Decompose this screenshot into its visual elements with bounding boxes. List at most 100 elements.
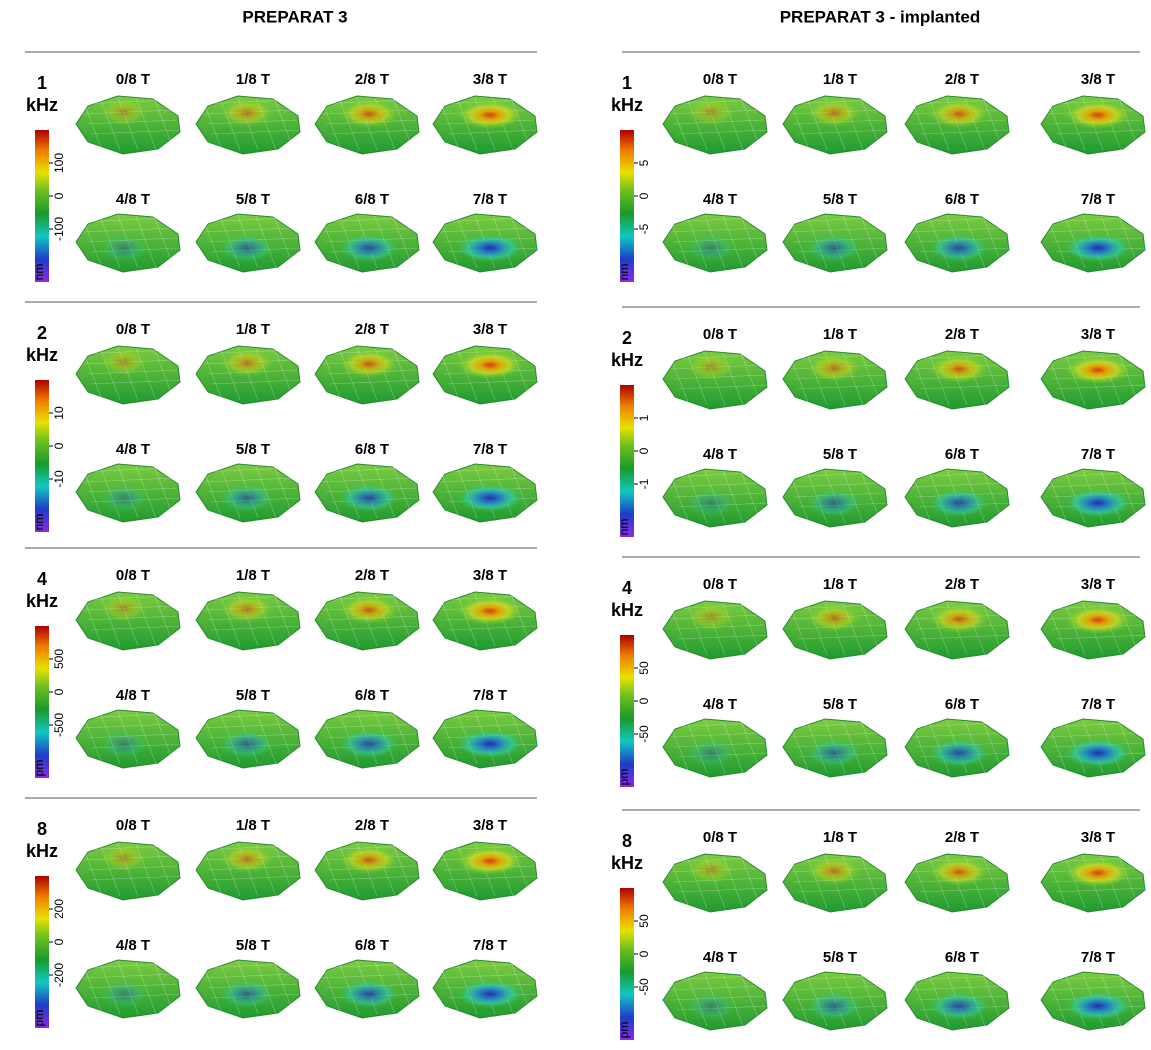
phase-label: 4/8 T bbox=[703, 696, 737, 713]
colorbar-unit: pm bbox=[32, 1010, 46, 1027]
mesh-line bbox=[75, 90, 165, 94]
phase-label: 3/8 T bbox=[1081, 326, 1115, 343]
surface-plot bbox=[75, 954, 181, 1018]
mesh-line bbox=[904, 848, 994, 852]
colorbar-tick-label: 100 bbox=[52, 153, 66, 173]
colorbar-tick-label: 1 bbox=[637, 414, 651, 421]
mesh-line bbox=[195, 340, 285, 344]
colorbar-unit: nm bbox=[32, 264, 46, 281]
frequency-unit: kHz bbox=[611, 95, 643, 115]
surface-plot bbox=[662, 345, 768, 409]
phase-label: 0/8 T bbox=[703, 829, 737, 846]
surface-blob bbox=[100, 348, 148, 376]
phase-label: 4/8 T bbox=[116, 441, 150, 458]
surface-blob bbox=[220, 349, 274, 377]
phase-label: 2/8 T bbox=[945, 576, 979, 593]
mesh-line bbox=[195, 90, 285, 94]
phase-label: 5/8 T bbox=[823, 446, 857, 463]
mesh-line bbox=[662, 848, 752, 852]
mesh-line bbox=[314, 836, 404, 840]
mesh-line bbox=[1040, 345, 1130, 349]
mesh-line bbox=[195, 836, 285, 840]
mesh-line bbox=[904, 90, 994, 94]
surface-blob bbox=[1065, 489, 1131, 517]
mesh-line bbox=[782, 208, 872, 212]
phase-label: 6/8 T bbox=[355, 687, 389, 704]
colorbar-tick-label: -200 bbox=[52, 963, 66, 987]
surface-blob bbox=[807, 604, 861, 632]
phase-label: 7/8 T bbox=[1081, 949, 1115, 966]
surface-blob bbox=[1065, 606, 1131, 634]
phase-label: 4/8 T bbox=[116, 687, 150, 704]
surface-plot bbox=[662, 463, 768, 527]
surface-plot bbox=[904, 713, 1010, 777]
surface-plot bbox=[904, 595, 1010, 659]
mesh-line bbox=[1040, 848, 1130, 852]
mesh-line bbox=[195, 954, 285, 958]
mesh-line bbox=[662, 966, 752, 970]
surface-plot bbox=[195, 208, 301, 272]
mesh-line bbox=[1040, 713, 1130, 717]
colorbar-tick-label: -100 bbox=[52, 217, 66, 241]
colorbar-tick-label: -10 bbox=[52, 470, 66, 488]
phase-label: 0/8 T bbox=[703, 576, 737, 593]
colorbar-tick-label: 0 bbox=[637, 447, 651, 454]
phase-label: 7/8 T bbox=[1081, 696, 1115, 713]
mesh-line bbox=[432, 704, 522, 708]
phase-label: 7/8 T bbox=[473, 937, 507, 954]
phase-label: 0/8 T bbox=[116, 321, 150, 338]
mesh-line bbox=[662, 713, 752, 717]
surface-blob bbox=[687, 603, 735, 631]
phase-label: 1/8 T bbox=[823, 71, 857, 88]
surface-blob bbox=[339, 596, 399, 624]
mesh-line bbox=[195, 208, 285, 212]
surface-plot bbox=[1040, 90, 1146, 154]
colorbar bbox=[620, 635, 634, 787]
surface-plot bbox=[782, 966, 888, 1030]
mesh-line bbox=[904, 345, 994, 349]
phase-label: 6/8 T bbox=[355, 937, 389, 954]
surface-plot bbox=[782, 595, 888, 659]
surface-plot bbox=[904, 848, 1010, 912]
mesh-line bbox=[782, 713, 872, 717]
phase-label: 4/8 T bbox=[703, 949, 737, 966]
mesh-line bbox=[75, 836, 165, 840]
surface-plot bbox=[314, 704, 420, 768]
surface-plot bbox=[75, 836, 181, 900]
mesh-line bbox=[782, 595, 872, 599]
surface-plot bbox=[662, 595, 768, 659]
phase-label: 0/8 T bbox=[703, 71, 737, 88]
surface-plot bbox=[75, 340, 181, 404]
colorbar-tick-label: 0 bbox=[637, 192, 651, 199]
mesh-line bbox=[432, 458, 522, 462]
colorbar-tick-label: 0 bbox=[52, 688, 66, 695]
colorbar-tick-label: 10 bbox=[52, 406, 66, 420]
surface-blob bbox=[100, 594, 148, 622]
phase-label: 1/8 T bbox=[236, 71, 270, 88]
mesh-line bbox=[782, 345, 872, 349]
mesh-line bbox=[782, 90, 872, 94]
phase-label: 1/8 T bbox=[823, 326, 857, 343]
surface-blob bbox=[1065, 234, 1131, 262]
mesh-line bbox=[432, 90, 522, 94]
surface-plot bbox=[432, 208, 538, 272]
frequency-unit: kHz bbox=[611, 600, 643, 620]
phase-label: 4/8 T bbox=[703, 446, 737, 463]
colorbar bbox=[620, 385, 634, 537]
surface-plot bbox=[662, 713, 768, 777]
phase-label: 5/8 T bbox=[236, 191, 270, 208]
phase-label: 3/8 T bbox=[1081, 829, 1115, 846]
surface-blob bbox=[807, 99, 861, 127]
phase-label: 3/8 T bbox=[473, 567, 507, 584]
mesh-line bbox=[904, 595, 994, 599]
mesh-line bbox=[432, 954, 522, 958]
surface-blob bbox=[100, 844, 148, 872]
frequency: 4 bbox=[622, 578, 632, 598]
surface-plot bbox=[432, 704, 538, 768]
phase-label: 1/8 T bbox=[236, 567, 270, 584]
surface-plot bbox=[1040, 595, 1146, 659]
surface-plot bbox=[782, 208, 888, 272]
frequency-unit: kHz bbox=[26, 95, 58, 115]
surface-plot bbox=[782, 90, 888, 154]
frequency: 8 bbox=[37, 819, 47, 839]
